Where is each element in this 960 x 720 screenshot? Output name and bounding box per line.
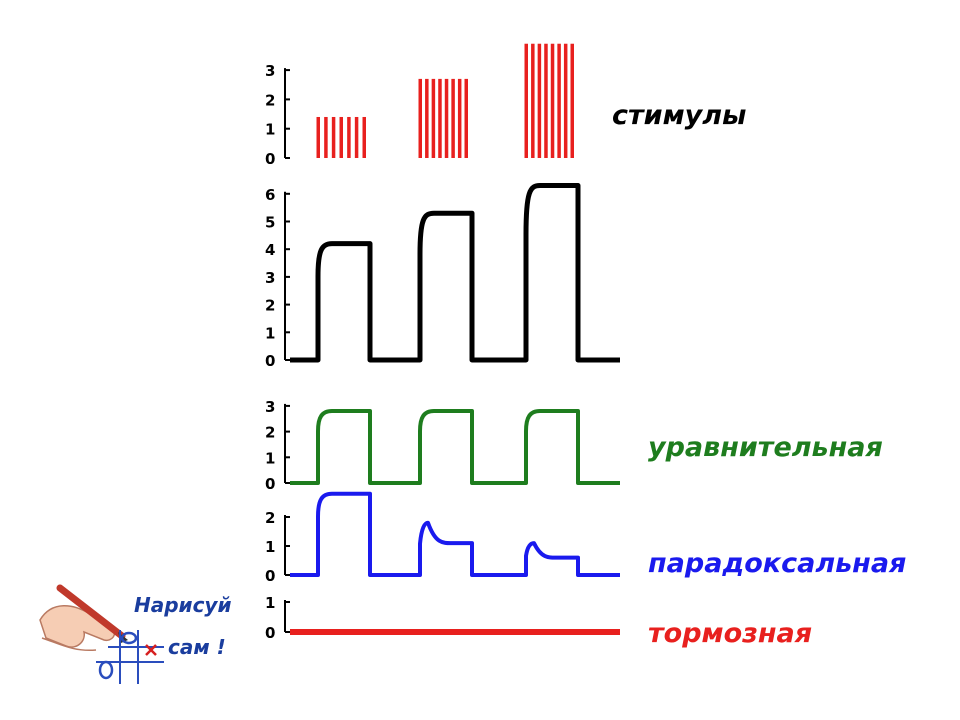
y-tick-label: 2: [265, 297, 275, 315]
stimulus-stripe: [425, 78, 429, 158]
stimulus-stripe: [451, 78, 455, 158]
stimulus-stripe: [438, 78, 442, 158]
y-tick-label: 1: [265, 538, 275, 556]
stimulus-stripe: [331, 116, 336, 158]
normal-response-panel: 0 1 2 3 4 5 6: [265, 182, 620, 370]
stimulus-stripe: [550, 43, 555, 159]
paradoxical-axis-ticks: 0 1 2: [265, 509, 290, 585]
equalizing-response-line: [290, 409, 620, 485]
normal-response-line: [290, 182, 620, 363]
stimulus-stripe: [431, 78, 436, 158]
stimulus-stripe: [544, 43, 548, 159]
stimulus-stripe: [316, 116, 320, 158]
stimulus-stripe: [570, 43, 574, 159]
y-tick-label: 6: [265, 186, 275, 204]
paradoxical-label: парадоксальная: [648, 548, 906, 579]
normal-axis-ticks: 0 1 2 3 4 5 6: [265, 186, 290, 370]
stimuli-panel: 0 1 2 3 стимулы: [265, 43, 746, 168]
y-tick-label: 3: [265, 398, 275, 416]
y-tick-label: 1: [265, 324, 275, 342]
hand-pencil-icon: [39, 584, 164, 684]
stimulus-stripe: [324, 116, 328, 158]
paradoxical-response-curve: [290, 491, 620, 577]
stimulus-stripe: [457, 78, 462, 158]
inhibitory-panel: 01 тормозная: [265, 594, 812, 649]
y-tick-label: 0: [265, 352, 275, 370]
equalizing-label: уравнительная: [648, 432, 883, 463]
y-tick-label: 3: [265, 62, 275, 80]
draw-yourself-badge: Нарисуй сам !: [39, 584, 231, 684]
stimulus-stripe: [347, 116, 351, 158]
paradoxical-panel: 0 1 2 парадоксальная: [265, 491, 906, 585]
equalizing-response-curve: [290, 409, 620, 485]
y-tick-label: 0: [265, 475, 275, 493]
stimulus-stripe: [354, 116, 359, 158]
inhibitory-axis-ticks: 01: [265, 594, 290, 642]
badge-line-2: сам !: [168, 635, 226, 659]
stimulus-stripe: [563, 43, 568, 159]
y-tick-label: 2: [265, 424, 275, 442]
y-tick-label: 4: [265, 241, 275, 259]
equalizing-panel: 0 1 2 3 уравнительная: [265, 398, 883, 493]
stimulus-stripe: [418, 78, 422, 158]
y-tick-label: 0: [265, 624, 275, 642]
equalizing-axis-ticks: 0 1 2 3: [265, 398, 290, 493]
y-tick-label: 5: [265, 214, 275, 232]
y-tick-label: 3: [265, 269, 275, 287]
stimuli-label: стимулы: [612, 100, 746, 131]
stimulus-stripe: [531, 43, 535, 159]
stimulus-stripe: [537, 43, 542, 159]
y-tick-label: 1: [265, 449, 275, 467]
stimulus-stripe: [444, 78, 449, 158]
y-tick-label: 1: [265, 594, 275, 612]
stimulus-stripe: [524, 43, 528, 159]
stimulus-stripe: [339, 116, 343, 158]
y-tick-label: 2: [265, 91, 275, 109]
y-tick-label: 2: [265, 509, 275, 527]
stimuli-bars: [316, 43, 574, 159]
y-tick-label: 0: [265, 150, 275, 168]
normal-response-curve: [290, 182, 620, 363]
inhibitory-label: тормозная: [648, 618, 812, 649]
badge-line-1: Нарисуй: [134, 593, 231, 617]
stimulus-stripe: [464, 78, 468, 158]
y-tick-label: 1: [265, 121, 275, 139]
stimulus-stripe: [557, 43, 561, 159]
stimulus-stripe: [362, 116, 366, 158]
stimuli-axis-ticks: 0 1 2 3: [265, 62, 290, 168]
y-tick-label: 0: [265, 567, 275, 585]
paradoxical-response-line: [290, 491, 620, 577]
